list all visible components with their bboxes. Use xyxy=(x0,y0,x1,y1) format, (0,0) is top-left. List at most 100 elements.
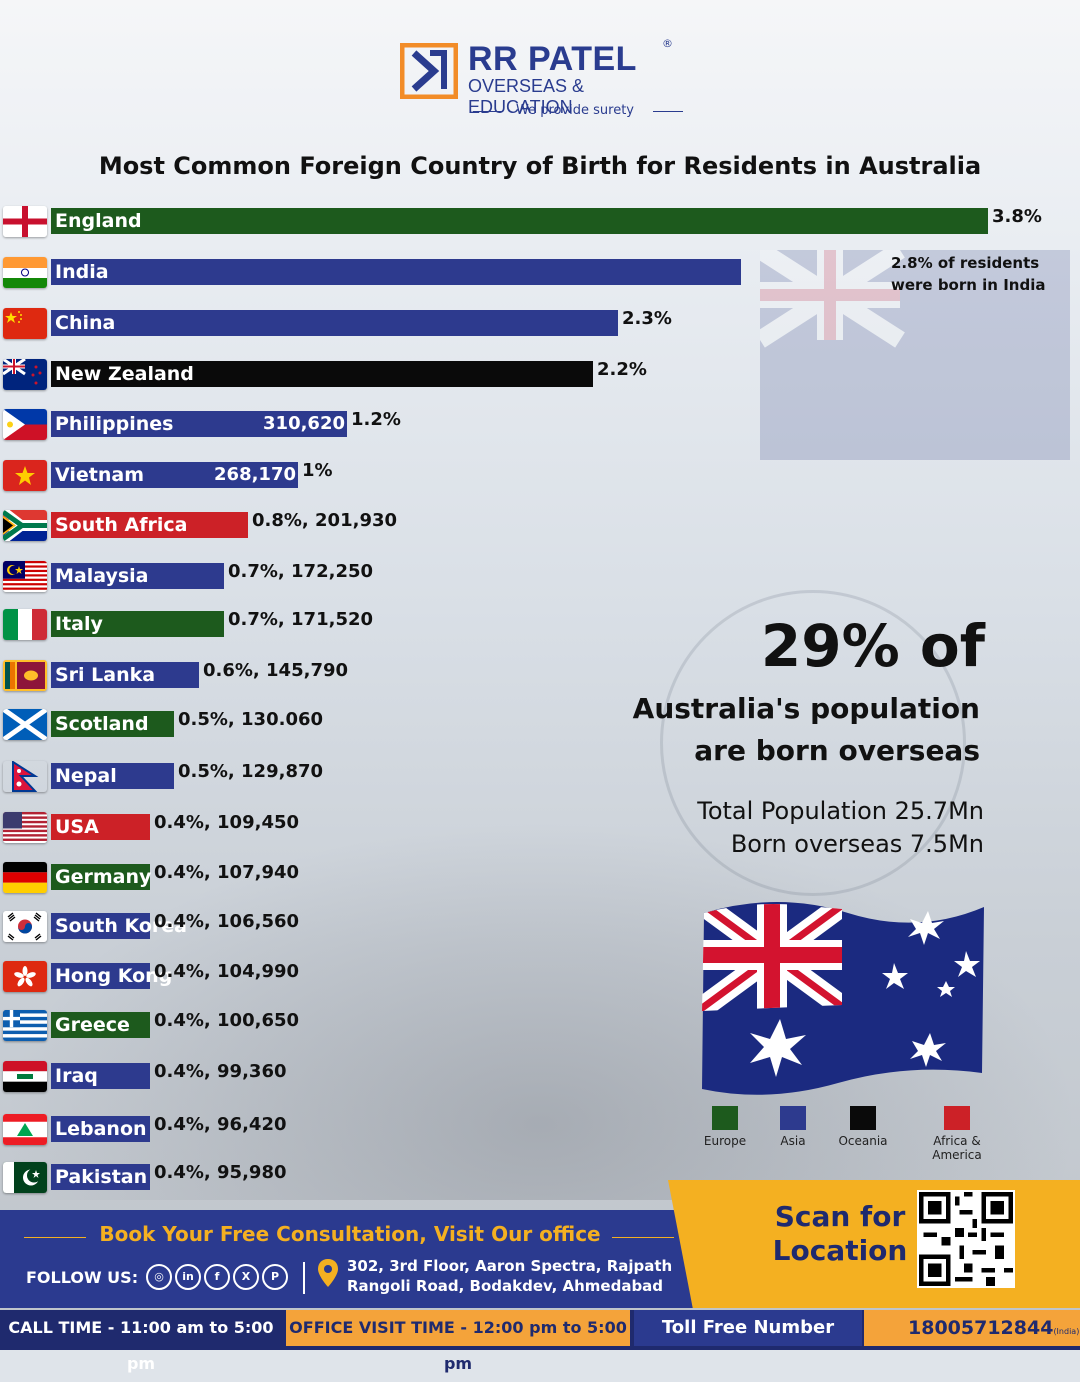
bar-value-label: 2.2% xyxy=(597,359,647,380)
flag-icon xyxy=(3,609,47,640)
bar-category-label: USA xyxy=(55,816,99,838)
population-stats: Total Population 25.7Mn Born overseas 7.… xyxy=(600,795,984,861)
bar-row: Philippines 310,620 1.2% xyxy=(0,405,1080,445)
legend-item: Oceania xyxy=(838,1106,888,1148)
flag-icon xyxy=(3,961,47,992)
flag-icon xyxy=(3,359,47,390)
scan-line-2: Location xyxy=(772,1234,908,1267)
bar-category-label: South Korea xyxy=(55,915,188,937)
legend-label: Oceania xyxy=(838,1134,888,1148)
bar: Hong Kong xyxy=(51,963,172,989)
bar: Lebanon xyxy=(51,1116,150,1142)
bar-row: China 2.3% xyxy=(0,304,1080,344)
bar-count-label: 268,170 xyxy=(214,464,296,485)
bar: Vietnam 268,170 xyxy=(51,462,298,488)
bar-category-label: Nepal xyxy=(55,765,117,787)
legend-swatch xyxy=(780,1106,806,1130)
bar-value-label: 0.5%, 129,870 xyxy=(178,761,324,782)
bar-category-label: Hong Kong xyxy=(55,965,173,987)
stat-subline: Australia's population are born overseas xyxy=(600,688,980,772)
scan-for-location: Scan for Location xyxy=(770,1200,910,1268)
bar-value-label: 0.8%, 201,930 xyxy=(252,510,398,531)
footer-panel xyxy=(0,1210,700,1308)
linkedin-icon[interactable]: in xyxy=(175,1264,201,1290)
address-line-1: 302, 3rd Floor, Aaron Spectra, Rajpath xyxy=(347,1257,673,1275)
bar-row: India xyxy=(0,253,1080,293)
toll-number[interactable]: 18005712844 xyxy=(908,1317,1054,1339)
office-visit-time: OFFICE VISIT TIME - 12:00 pm to 5:00 pm xyxy=(286,1310,630,1373)
legend-swatch xyxy=(850,1106,876,1130)
bar-value-label: 0.7%, 171,520 xyxy=(228,609,374,630)
footer-separator xyxy=(303,1262,305,1294)
bar-value-label: 0.5%, 130.060 xyxy=(178,709,324,730)
flag-icon xyxy=(3,510,47,541)
legend-label: Asia xyxy=(780,1134,806,1148)
born-overseas: Born overseas 7.5Mn xyxy=(730,830,984,858)
x-icon[interactable]: X xyxy=(233,1264,259,1290)
bar-category-label: Italy xyxy=(55,613,103,635)
bar-row: South Africa 0.8%, 201,930 xyxy=(0,506,1080,546)
bar-category-label: Iraq xyxy=(55,1065,98,1087)
bar: New Zealand xyxy=(51,361,593,387)
india-annotation: 2.8% of residents were born in India xyxy=(891,254,1046,294)
brand-registered: ® xyxy=(662,37,673,50)
stat-line-2: are born overseas xyxy=(694,734,980,767)
address-line-2: Rangoli Road, Bodakdev, Ahmedabad xyxy=(347,1277,664,1295)
bar-category-label: Pakistan xyxy=(55,1166,148,1188)
follow-us-label: FOLLOW US: xyxy=(26,1268,139,1287)
flag-icon xyxy=(3,1114,47,1145)
bar: Pakistan xyxy=(51,1164,150,1190)
bar: USA xyxy=(51,814,150,840)
bar: Greece xyxy=(51,1012,150,1038)
legend-swatch xyxy=(944,1106,970,1130)
call-time: CALL TIME - 11:00 am to 5:00 pm xyxy=(0,1310,282,1373)
bar-value-label: 0.4%, 109,450 xyxy=(154,812,300,833)
flag-icon xyxy=(3,206,47,237)
bar: Scotland xyxy=(51,711,174,737)
book-divider-left xyxy=(24,1237,86,1238)
location-pin-icon xyxy=(318,1259,338,1287)
bar-category-label: Lebanon xyxy=(55,1118,147,1140)
book-divider-right xyxy=(612,1237,674,1238)
bar-row: Nepal 0.5%, 129,870 xyxy=(0,757,1080,797)
flag-icon xyxy=(3,709,47,740)
bar-row: Vietnam 268,170 1% xyxy=(0,456,1080,496)
bar: Philippines 310,620 xyxy=(51,411,347,437)
bar-value-label: 0.7%, 172,250 xyxy=(228,561,374,582)
brand-name: RR PATEL xyxy=(468,40,637,78)
toll-free-number[interactable]: 18005712844(India) xyxy=(864,1310,1080,1346)
bar: South Korea xyxy=(51,913,187,939)
bar-category-label: South Africa xyxy=(55,514,188,536)
bar-row: Hong Kong 0.4%, 104,990 xyxy=(0,957,1080,997)
location-qr-code[interactable] xyxy=(917,1190,1015,1288)
bar-row: Malaysia 0.7%, 172,250 xyxy=(0,557,1080,597)
flag-icon xyxy=(3,1162,47,1193)
legend-label: Africa & America xyxy=(932,1134,982,1162)
bar: Germany xyxy=(51,864,151,890)
brand-tagline: We provide surety xyxy=(473,103,683,118)
toll-free-label: Toll Free Number xyxy=(634,1310,862,1346)
bar: India xyxy=(51,259,741,285)
flag-icon xyxy=(3,460,47,491)
instagram-icon[interactable]: ◎ xyxy=(146,1264,172,1290)
legend-item: Africa & America xyxy=(922,1106,992,1162)
flag-icon xyxy=(3,409,47,440)
bar-row: Pakistan 0.4%, 95,980 xyxy=(0,1158,1080,1198)
total-population: Total Population 25.7Mn xyxy=(697,797,984,825)
bar-count-label: 310,620 xyxy=(263,413,345,434)
flag-icon xyxy=(12,761,39,792)
bar-row: England 3.8% xyxy=(0,202,1080,242)
flag-icon xyxy=(3,1061,47,1092)
pinterest-icon[interactable]: P xyxy=(262,1264,288,1290)
bar-row: Italy 0.7%, 171,520 xyxy=(0,605,1080,645)
bar-category-label: India xyxy=(55,261,109,283)
bar-category-label: Vietnam xyxy=(55,464,144,486)
background-flag xyxy=(760,250,1070,460)
legend-item: Asia xyxy=(768,1106,818,1148)
background-ferris-wheel xyxy=(660,590,966,896)
facebook-icon[interactable]: f xyxy=(204,1264,230,1290)
legend-label: Europe xyxy=(703,1134,747,1148)
flag-icon xyxy=(3,561,47,592)
bar-category-label: Malaysia xyxy=(55,565,149,587)
stat-headline: 29% of xyxy=(760,612,985,680)
